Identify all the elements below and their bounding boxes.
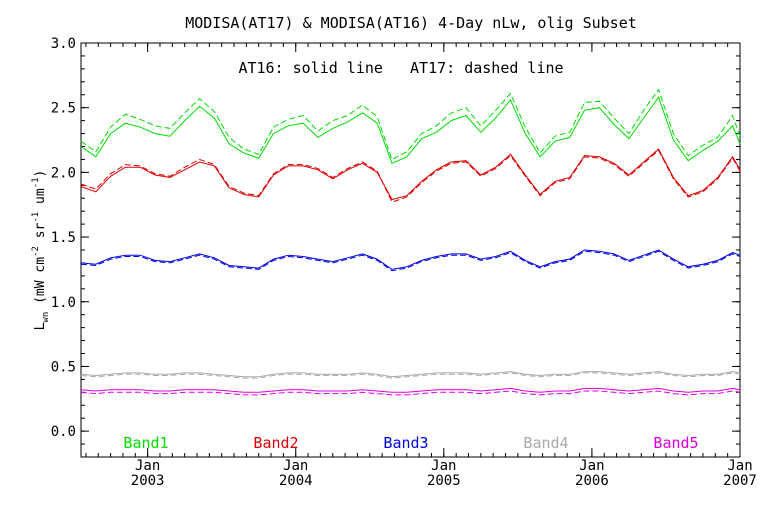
band3-at16-line (80, 249, 741, 270)
y-label-end: um (33, 188, 48, 212)
band2-at16-line (80, 148, 741, 201)
y-label-mid: sr (33, 222, 48, 246)
band5-at17-line (80, 390, 741, 396)
y-label-close: ) (33, 170, 48, 178)
chart-title: MODISA(AT17) & MODISA(AT16) 4-Day nLw, o… (185, 14, 637, 32)
legend: Band1 Band2 Band3 Band4 Band5 (123, 434, 698, 452)
band4-at16-line (80, 371, 741, 378)
legend-band1: Band1 (123, 434, 168, 452)
y-axis: 0.0 0.5 1.0 1.5 2.0 2.5 3.0 (51, 36, 740, 458)
legend-band2: Band2 (253, 434, 298, 452)
band1-at16-line (80, 96, 741, 164)
x-tick-year: 2006 (575, 473, 609, 489)
x-tick-month: Jan (727, 458, 752, 474)
y-tick-label: 1.5 (51, 230, 76, 246)
y-label-main: L (33, 322, 48, 330)
legend-band4: Band4 (523, 434, 568, 452)
y-tick-label: 2.0 (51, 165, 76, 181)
y-tick-label: 3.0 (51, 36, 76, 52)
y-tick-label: 0.0 (51, 424, 76, 440)
band1-at17-line (80, 88, 741, 161)
y-label-subscript: wn (41, 312, 51, 323)
x-tick-month: Jan (431, 458, 456, 474)
x-tick-month: Jan (135, 458, 160, 474)
legend-band3: Band3 (383, 434, 428, 452)
x-tick-month: Jan (283, 458, 308, 474)
x-tick-year: 2005 (427, 473, 461, 489)
x-tick-year: 2004 (279, 473, 313, 489)
y-tick-label: 0.5 (51, 359, 76, 375)
y-tick-label: 1.0 (51, 295, 76, 311)
band4-at17-line (80, 372, 741, 379)
series-lines (80, 88, 741, 396)
y-label-sup1: -2 (31, 246, 41, 257)
x-tick-year: 2003 (131, 473, 165, 489)
x-tick-month: Jan (579, 458, 604, 474)
band2-at17-line (80, 149, 741, 203)
legend-band5: Band5 (653, 434, 698, 452)
band5-at16-line (80, 387, 741, 393)
x-tick-year: 2007 (723, 473, 757, 489)
line-style-annotation: AT16: solid line AT17: dashed line (238, 59, 563, 77)
y-axis-label: Lwn (mW cm-2 sr-1 um-1) (31, 170, 51, 331)
y-label-units: (mW cm (33, 257, 48, 312)
y-label-sup3: -1 (31, 177, 41, 188)
y-tick-label: 2.5 (51, 101, 76, 117)
y-label-sup2: -1 (31, 212, 41, 223)
